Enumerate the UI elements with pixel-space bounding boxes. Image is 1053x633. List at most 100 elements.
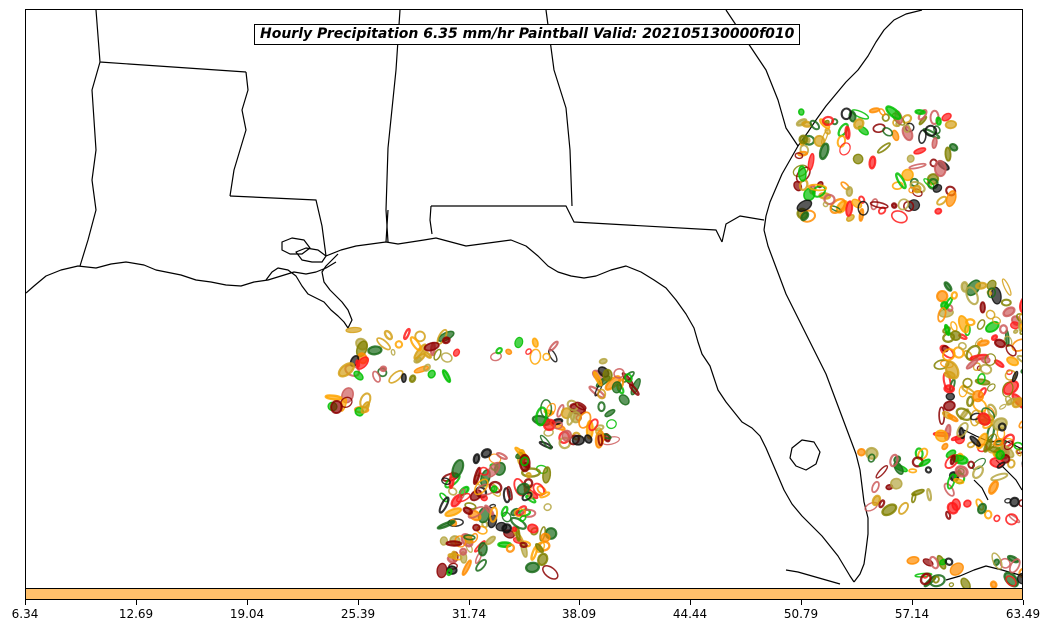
precip-contour xyxy=(993,438,1004,447)
precip-contour xyxy=(867,453,876,463)
precip-contour xyxy=(598,357,608,365)
precip-contour xyxy=(463,534,476,541)
precip-contour xyxy=(926,488,932,502)
precip-contour xyxy=(945,190,957,208)
precip-contour xyxy=(943,281,953,292)
precip-contour xyxy=(514,336,524,349)
precip-contour xyxy=(440,477,451,486)
precip-contour xyxy=(1007,458,1016,469)
lake-pontchartrain xyxy=(281,237,311,255)
precip-contour xyxy=(519,514,527,522)
precip-contour xyxy=(945,392,956,401)
precip-contour xyxy=(539,491,551,499)
precip-contour xyxy=(414,330,426,343)
precip-contour xyxy=(553,421,564,430)
precip-contour xyxy=(967,460,976,469)
precip-contour xyxy=(839,142,851,156)
precip-contour xyxy=(480,448,492,459)
border-al-ga xyxy=(545,10,573,207)
border-la-ms-west xyxy=(229,71,249,197)
precip-contour xyxy=(597,401,606,413)
precip-contour xyxy=(844,125,851,140)
precip-contour xyxy=(537,552,549,567)
precip-contour xyxy=(472,523,481,532)
precip-contour xyxy=(506,485,513,501)
colorbar-tick xyxy=(25,600,26,605)
precip-contour xyxy=(948,142,959,152)
precip-contour xyxy=(977,373,986,385)
precip-contour xyxy=(388,369,404,384)
precip-contour xyxy=(919,572,932,586)
precip-contour xyxy=(876,142,891,154)
colorbar-tick-label: 57.14 xyxy=(894,607,930,621)
colorbar-tick xyxy=(358,600,359,605)
precip-contour xyxy=(486,461,501,478)
precip-contour xyxy=(440,352,453,363)
precip-contour xyxy=(908,186,916,194)
precip-contour xyxy=(797,108,805,116)
precip-contour xyxy=(372,370,381,383)
precip-contour xyxy=(441,336,451,345)
precip-contour xyxy=(1011,370,1019,383)
precip-contour xyxy=(423,350,432,359)
precip-contour xyxy=(383,329,394,341)
precip-contour xyxy=(823,193,836,206)
precip-contour xyxy=(988,480,999,495)
precip-contour xyxy=(990,334,999,342)
precip-contour xyxy=(936,289,949,303)
precip-contour xyxy=(946,473,956,490)
precip-contour xyxy=(881,503,898,517)
precip-contour xyxy=(542,565,559,580)
precip-contour xyxy=(462,506,473,516)
precip-contour xyxy=(869,201,889,209)
coastline-cuba xyxy=(945,565,1022,581)
border-ms-al xyxy=(385,10,401,243)
precip-contour xyxy=(878,499,886,509)
precip-contour xyxy=(441,369,452,384)
precip-contour xyxy=(545,402,557,417)
precip-contour xyxy=(965,286,979,306)
precip-contour xyxy=(520,456,530,467)
precip-contour xyxy=(459,547,468,556)
precip-contour xyxy=(965,358,979,370)
precip-contour xyxy=(548,340,559,352)
precip-contour xyxy=(543,503,552,512)
precip-contour xyxy=(998,324,1009,335)
precip-contour xyxy=(447,487,458,496)
precip-contour xyxy=(943,323,951,337)
precip-contour xyxy=(527,523,539,534)
precip-contour xyxy=(986,383,996,392)
precip-contour xyxy=(997,422,1007,432)
precip-contour xyxy=(529,348,542,365)
precip-contour xyxy=(957,341,967,351)
lake-okeechobee xyxy=(789,439,821,471)
precip-contour xyxy=(427,369,436,379)
precip-contour xyxy=(853,118,865,130)
precip-contour xyxy=(845,186,854,197)
precip-contour xyxy=(972,389,985,403)
precip-contour xyxy=(797,165,807,182)
precip-contour xyxy=(994,338,1006,349)
colorbar-tick-label: 6.34 xyxy=(11,607,39,621)
precip-contour xyxy=(941,112,952,122)
precip-contour xyxy=(989,580,998,588)
precip-contour xyxy=(400,372,407,384)
precip-contour xyxy=(979,301,986,314)
precip-contour xyxy=(1018,419,1022,429)
precip-contour xyxy=(914,109,926,115)
precip-contour xyxy=(330,399,343,415)
precip-contour xyxy=(800,211,810,222)
precip-contour xyxy=(996,461,1006,469)
precip-contour xyxy=(571,434,585,446)
precip-contour xyxy=(924,124,938,137)
precip-contour xyxy=(945,510,952,520)
precip-contour xyxy=(901,125,914,142)
map-panel: Hourly Precipitation 6.35 mm/hr Paintbal… xyxy=(25,9,1023,589)
precip-contour xyxy=(807,183,828,192)
precip-contour xyxy=(1011,338,1022,352)
precip-contour xyxy=(935,116,942,126)
coastline-florida-east xyxy=(763,229,869,583)
precip-contour xyxy=(972,465,984,480)
precip-contour xyxy=(501,523,513,534)
precip-contour xyxy=(985,320,1000,333)
